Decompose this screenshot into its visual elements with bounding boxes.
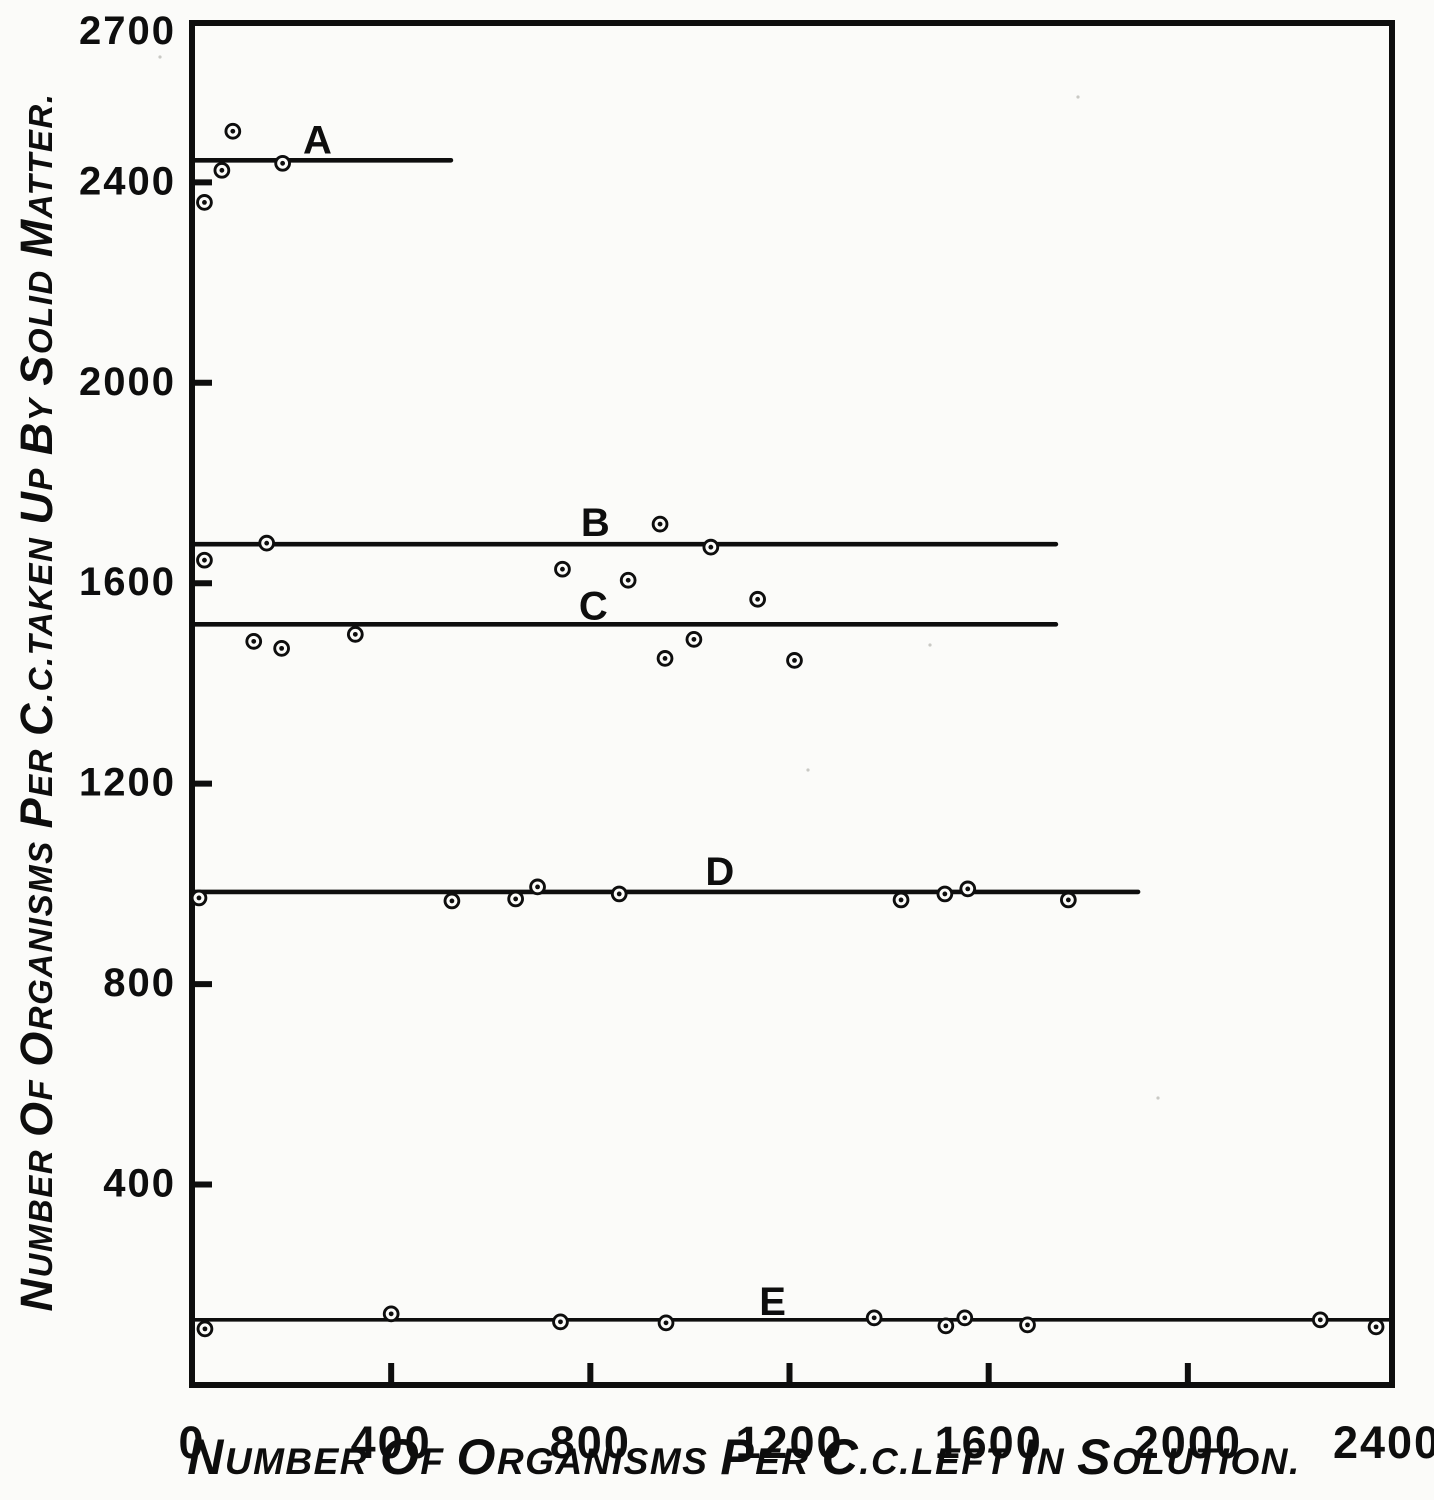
data-point-dot-D [898,897,904,903]
data-point-dot-B [560,566,565,572]
data-point-dot-B [625,577,631,583]
y-tick-label: 400 [103,1162,176,1206]
data-point-dot-D [1065,897,1071,903]
data-point-dot-E [1317,1317,1323,1323]
x-tick-label: 1200 [735,1417,843,1468]
x-tick-label: 1600 [935,1417,1043,1468]
data-point-dot-E [943,1323,949,1329]
x-tick-label: 800 [550,1417,631,1468]
data-point-dot-E [871,1315,877,1321]
data-point-dot-E [1373,1324,1379,1330]
x-tick-label: 2000 [1134,1417,1242,1468]
y-tick-label: 1600 [79,560,176,604]
data-point-dot-D [616,891,622,897]
data-point-dot-E [202,1326,208,1332]
series-label-E: E [759,1280,786,1324]
series-label-B: B [581,501,610,545]
series-label-D: D [705,850,734,894]
x-tick-label: 400 [351,1417,432,1468]
data-point-dot-D [513,896,519,902]
scan-speck [158,55,162,59]
data-point-dot-B [657,521,663,527]
data-point-dot-C [251,638,257,644]
y-tick-label: 2700 [79,9,176,53]
data-point-dot-B [708,544,714,550]
scan-speck [1156,1096,1160,1100]
data-point-dot-A [280,160,286,166]
y-tick-label: 2400 [79,159,176,203]
data-point-dot-D [942,891,948,897]
data-point-dot-C [352,631,358,637]
series-label-C: C [579,584,608,628]
data-point-dot-C [755,596,761,602]
data-point-dot-E [558,1319,563,1325]
scan-speck [1076,95,1080,99]
data-point-dot-A [219,167,225,173]
data-point-dot-D [965,886,971,892]
data-point-dot-D [449,898,455,904]
scan-speck [806,768,810,772]
y-tick-label: 2000 [79,360,176,404]
data-point-dot-E [388,1311,394,1317]
data-point-dot-E [663,1320,669,1326]
x-tick-label: 0 [178,1417,205,1468]
y-axis-title: NUMBEROFORGANISMSPERC.C.TAKENUPBYSOLIDMA… [11,92,62,1312]
data-point-dot-B [202,557,207,563]
data-point-dot-E [962,1315,968,1321]
data-point-dot-C [792,658,797,663]
y-tick-label: 1200 [79,761,176,805]
data-point-dot-E [1025,1322,1030,1328]
scan-speck [928,643,932,647]
data-point-dot-B [264,540,270,546]
data-point-dot-C [662,655,668,661]
data-point-dot-D [535,884,540,890]
x-axis-title: NUMBER OF ORGANISMS PER C.C.LEFT IN SOLUTION. [187,1429,1301,1485]
series-label-A: A [303,118,332,162]
data-point-dot-C [691,636,697,642]
y-tick-label: 800 [103,961,176,1005]
data-point-dot-A [230,128,236,134]
data-point-dot-A [202,199,207,205]
data-point-dot-D [196,895,202,901]
plot-frame [189,20,1395,1388]
x-tick-label: 2400 [1333,1417,1434,1468]
data-point-dot-C [279,645,285,651]
